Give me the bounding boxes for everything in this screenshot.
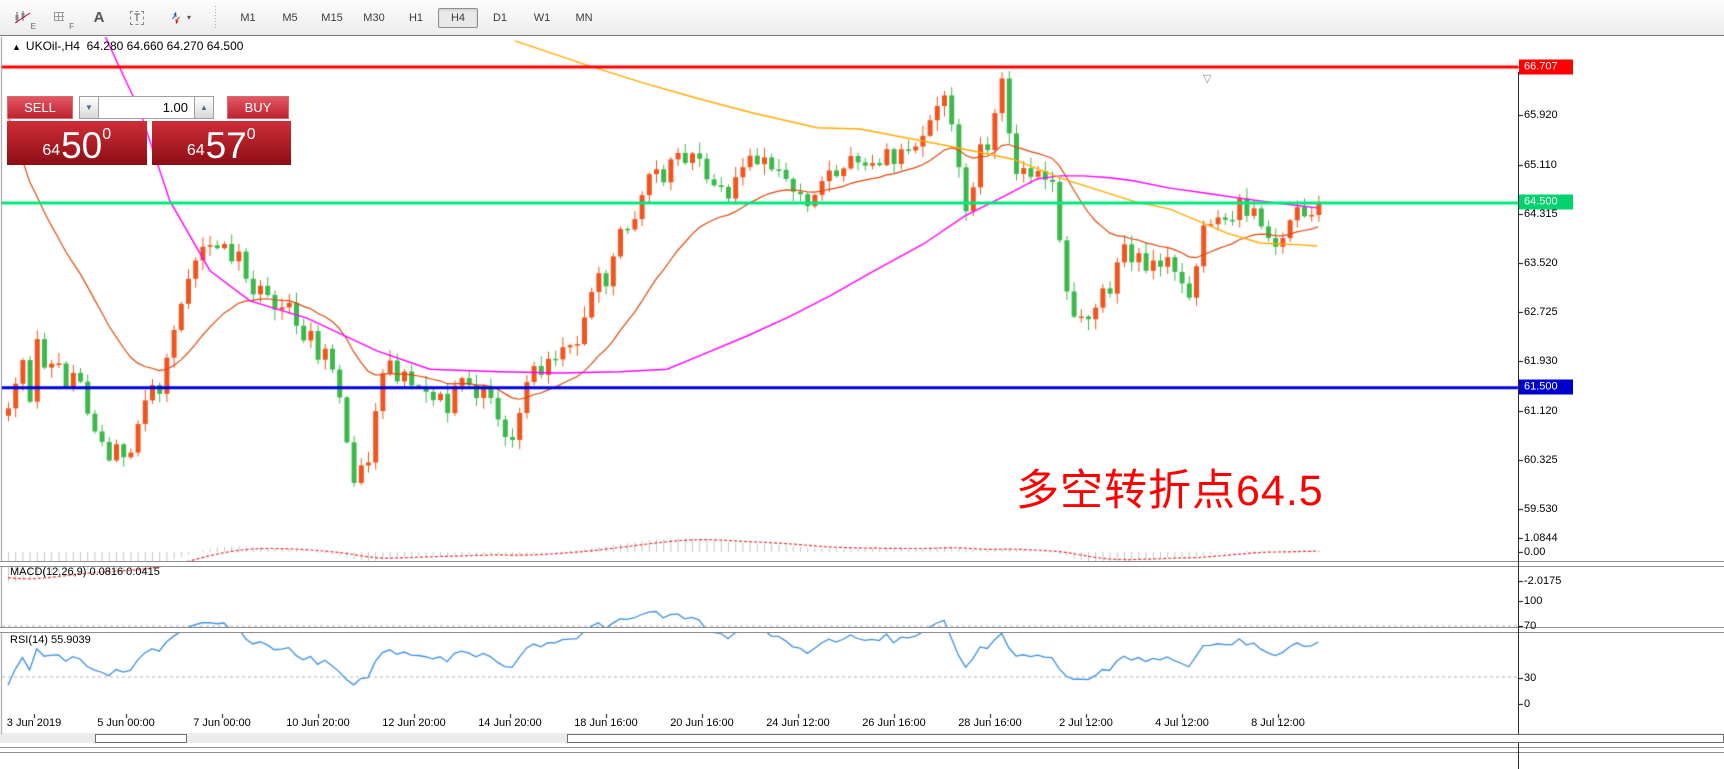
- date-axis-label: 8 Jul 12:00: [1251, 717, 1305, 729]
- pane-splitter[interactable]: [0, 627, 1724, 633]
- price-axis-label: 60.325: [1524, 454, 1558, 466]
- chart-tab[interactable]: [567, 734, 1724, 743]
- rsi-axis-label: 100: [1524, 595, 1543, 607]
- price-axis-label: 63.520: [1524, 257, 1558, 269]
- timeframe-button-m1[interactable]: M1: [240, 11, 256, 24]
- toolbar-separator: [212, 5, 219, 30]
- buy-button[interactable]: BUY: [227, 96, 289, 119]
- price-level-tag: 64.500: [1519, 194, 1573, 210]
- macd-axis-label: 0.00: [1524, 546, 1546, 558]
- macd-axis-label: -2.0175: [1524, 575, 1562, 587]
- chart-text-annotation: 多空转折点64.5: [1016, 467, 1324, 515]
- caret-down-icon: ▼: [85, 103, 93, 112]
- price-axis-label: 65.110: [1524, 159, 1557, 171]
- timeframe-button-m30[interactable]: M30: [363, 11, 385, 24]
- volume-increase-button[interactable]: ▲: [194, 96, 214, 119]
- price-level-tag: 66.707: [1519, 59, 1573, 75]
- timeframe-button-d1[interactable]: D1: [492, 11, 508, 24]
- date-axis-label: 28 Jun 16:00: [958, 717, 1022, 729]
- date-axis-label: 20 Jun 16:00: [670, 717, 734, 729]
- arrows-glyph: [172, 11, 180, 24]
- grid-icon[interactable]: F: [46, 4, 76, 32]
- ask-price-display[interactable]: 64 57 0: [151, 121, 291, 166]
- grid-glyph: [54, 11, 64, 21]
- macd-indicator-label: MACD(12,26,9) 0.0816 0.0415: [10, 566, 160, 578]
- bid-price-display[interactable]: 64 50 0: [7, 121, 147, 165]
- timeframe-button-w1[interactable]: W1: [533, 11, 551, 24]
- date-axis-label: 2 Jul 12:00: [1059, 717, 1113, 729]
- volume-input[interactable]: 1.00: [99, 96, 194, 119]
- price-axis-label: 59.530: [1524, 503, 1558, 515]
- toolbar: E F A T ▾ M1 M5 M15 M30 H1 H4 D1: [0, 0, 1724, 36]
- bid-prefix: 64: [42, 142, 61, 159]
- ohlc-quote: 64.280 64.660 64.270 64.500: [86, 39, 244, 53]
- ask-main: 57: [205, 125, 247, 166]
- date-axis-label: 4 Jul 12:00: [1155, 717, 1209, 729]
- date-axis-label: 24 Jun 12:00: [766, 717, 830, 729]
- ask-prefix: 64: [186, 142, 205, 159]
- timeframe-button-h4[interactable]: H4: [438, 7, 478, 28]
- icon-sub-letter: E: [30, 21, 36, 31]
- price-axis-label: 61.120: [1524, 405, 1558, 417]
- pane-splitter[interactable]: [0, 561, 1724, 567]
- text-label-icon[interactable]: A: [93, 9, 105, 26]
- price-axis-label: 65.920: [1524, 109, 1558, 121]
- price-axis-label: 62.725: [1524, 306, 1558, 318]
- date-axis-label: 5 Jun 00:00: [97, 717, 155, 729]
- rsi-indicator-label: RSI(14) 55.9039: [10, 634, 91, 646]
- date-axis-label: 3 Jun 2019: [6, 717, 62, 729]
- symbol-timeframe: UKOil-,H4: [25, 39, 80, 53]
- timeframe-button-m15[interactable]: M15: [321, 11, 343, 24]
- timeframe-button-h1[interactable]: H1: [408, 11, 424, 24]
- one-click-trading-panel: SELL ▼ 1.00 ▲ BUY 64 50 0 64 57 0: [7, 96, 291, 165]
- rsi-axis-label: 70: [1524, 620, 1537, 632]
- symbol-arrow-icon: ▲: [12, 42, 21, 52]
- date-axis-label: 14 Jun 20:00: [478, 717, 542, 729]
- macd-axis-label: 1.0844: [1524, 532, 1558, 544]
- indicators-chart-icon[interactable]: E: [8, 4, 38, 32]
- price-axis-label: 61.930: [1524, 355, 1558, 367]
- icon-sub-letter: F: [69, 21, 74, 31]
- chart-window: ▲ UKOil-,H4 64.280 64.660 64.270 64.500 ▽…: [0, 35, 1724, 769]
- date-axis-label: 26 Jun 16:00: [862, 717, 926, 729]
- rsi-axis-label: 30: [1524, 672, 1537, 684]
- timeframe-button-mn[interactable]: MN: [575, 11, 593, 24]
- chart-shift-marker-icon[interactable]: ▽: [1203, 73, 1212, 85]
- pane-splitter: [0, 747, 1724, 753]
- date-axis-label: 10 Jun 20:00: [286, 717, 350, 729]
- timeframe-buttons: M1 M5 M15 M30 H1 H4 D1 W1 MN: [227, 7, 605, 28]
- price-level-tag: 61.500: [1519, 379, 1573, 395]
- price-axis-label: 64.315: [1524, 208, 1558, 220]
- ask-pip: 0: [246, 126, 256, 143]
- date-axis-label: 12 Jun 20:00: [382, 717, 446, 729]
- caret-up-icon: ▲: [200, 103, 208, 112]
- chart-tab[interactable]: [95, 734, 187, 743]
- text-box-icon[interactable]: T: [122, 4, 152, 32]
- sell-button[interactable]: SELL: [7, 96, 73, 119]
- date-axis-label: 7 Jun 00:00: [193, 717, 251, 729]
- bottom-tab-strip: [0, 734, 1724, 743]
- chevron-down-icon: ▾: [186, 13, 191, 22]
- chart-title: ▲ UKOil-,H4 64.280 64.660 64.270 64.500: [12, 39, 243, 53]
- bid-main: 50: [61, 125, 103, 166]
- price-axis-border: [1518, 72, 1519, 769]
- volume-decrease-button[interactable]: ▼: [79, 96, 99, 119]
- bid-pip: 0: [102, 126, 112, 143]
- dashed-t-glyph: T: [129, 10, 145, 25]
- date-axis-label: 18 Jun 16:00: [574, 717, 638, 729]
- candles-glyph: [14, 10, 31, 23]
- timeframe-button-m5[interactable]: M5: [282, 11, 298, 24]
- objects-arrows-icon[interactable]: ▾: [160, 4, 200, 32]
- rsi-axis-label: 0: [1524, 698, 1531, 710]
